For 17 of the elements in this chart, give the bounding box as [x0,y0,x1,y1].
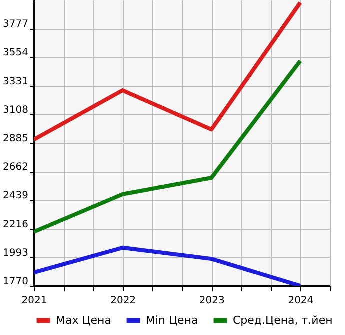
y-tick-label: 2662 [3,162,28,174]
y-tick-label: 2885 [3,134,28,144]
x-tick-label: 2021 [22,296,48,306]
legend-label: Сред.Цена, т.йен [233,314,333,327]
x-tick-label: 2023 [199,296,225,306]
y-tick-label: 2439 [3,190,28,202]
legend-label: Min Цена [146,314,198,327]
legend-label: Max Цена [56,314,112,327]
y-tick-label: 2216 [3,219,28,230]
x-tick-label: 2022 [110,296,136,306]
y-tick-label: 1770 [3,276,28,288]
x-tick-label: 2024 [288,296,314,306]
y-tick-label: 3554 [3,48,28,59]
y-tick-label: 3331 [3,76,28,88]
y-tick-label: 1993 [3,248,28,259]
y-tick-label: 3777 [3,19,28,30]
y-tick-label: 3108 [3,104,28,116]
